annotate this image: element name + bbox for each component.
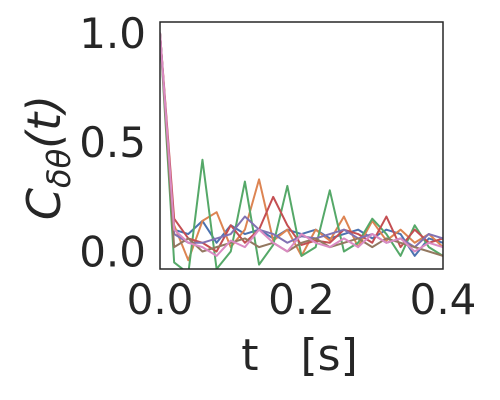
y-axis-label-main: C [17, 188, 71, 220]
x-tick-label: 0.2 [268, 275, 335, 324]
y-tick-label: 0.5 [79, 118, 146, 167]
y-axis-label-sub: δθ [40, 149, 78, 188]
y-tick-label: 0.0 [79, 228, 146, 277]
plot-frame [159, 21, 444, 270]
x-tick-label: 0.4 [410, 275, 477, 324]
x-tick-label: 0.0 [127, 275, 194, 324]
series-line-7 [160, 32, 443, 257]
x-tick-labels: 0.0 0.2 0.4 [127, 275, 477, 324]
series-line-3 [160, 32, 443, 269]
y-axis-label-arg: (t) [17, 95, 71, 149]
series-line-2 [160, 32, 443, 262]
x-axis-label: t [s] [241, 330, 357, 381]
series-line-5 [160, 32, 443, 249]
y-axis-label: Cδθ(t) [17, 95, 78, 220]
series-layer [160, 32, 443, 269]
y-tick-label: 1.0 [79, 9, 146, 58]
y-tick-labels: 0.0 0.5 1.0 [79, 9, 146, 277]
y-axis-label-group: Cδθ(t) [17, 95, 78, 220]
series-line-4 [160, 32, 443, 253]
